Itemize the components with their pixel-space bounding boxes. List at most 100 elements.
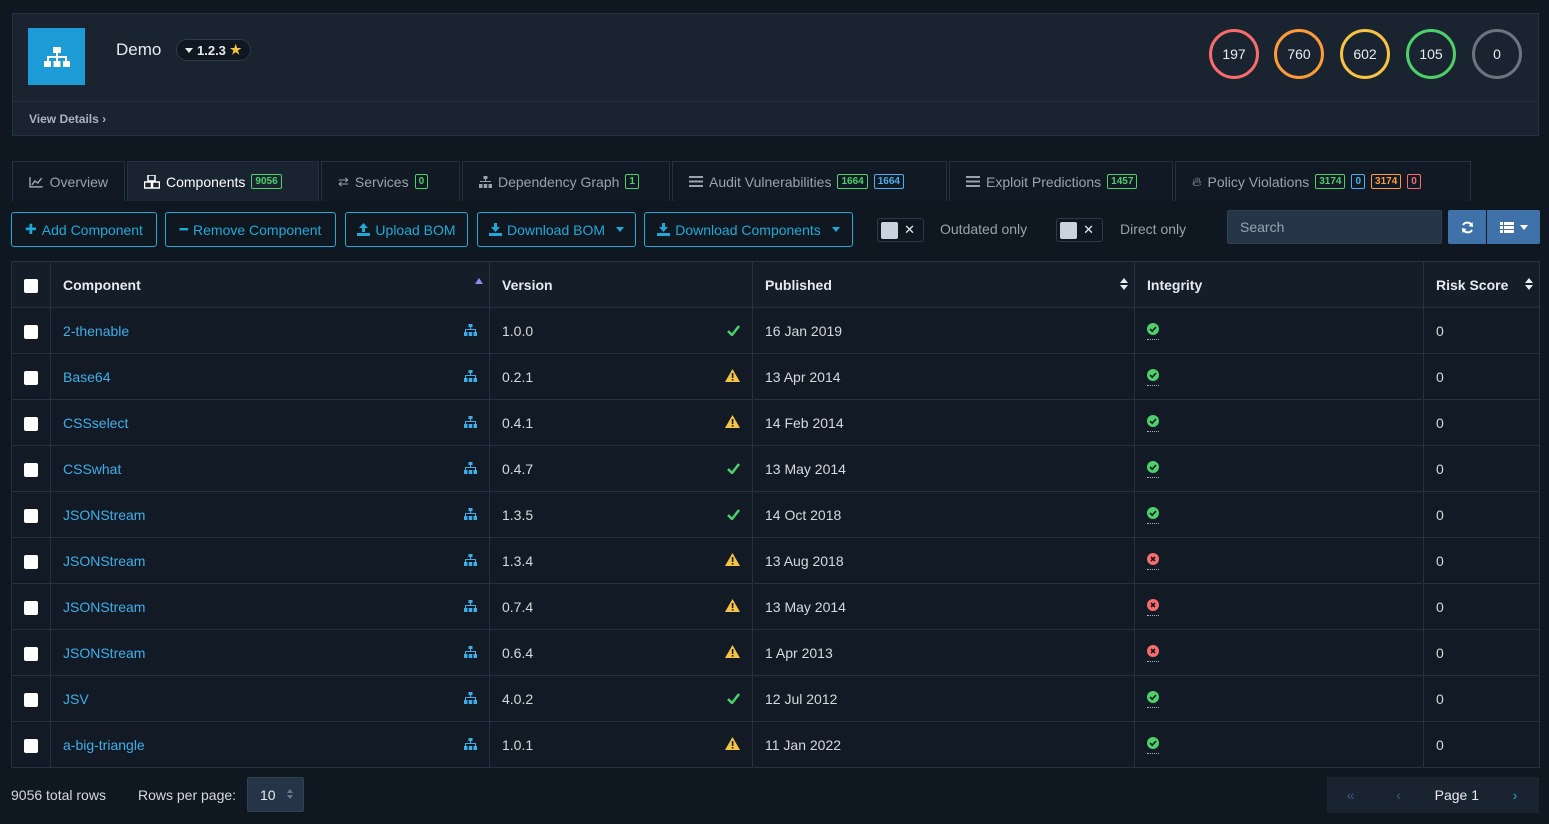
project-logo — [28, 28, 85, 85]
row-checkbox[interactable] — [24, 692, 38, 707]
version-cell: 1.3.5 — [489, 491, 753, 538]
rows-per-page-select[interactable]: 10 — [247, 777, 304, 812]
row-checkbox[interactable] — [24, 508, 38, 523]
dependency-graph-icon[interactable] — [464, 737, 477, 753]
tab-policy-violations[interactable]: 🔥︎ Policy Violations 3174 0 3174 0 — [1175, 161, 1471, 201]
risk-score-cell: 0 — [1423, 353, 1540, 400]
component-cell: JSONStream — [50, 629, 490, 676]
select-arrows-icon — [287, 789, 293, 799]
risk-score-value: 0 — [1436, 460, 1444, 477]
dependency-graph-icon[interactable] — [464, 415, 477, 431]
integrity-ok-icon — [1147, 460, 1411, 478]
risk-score-cell: 0 — [1423, 629, 1540, 676]
component-name-link[interactable]: JSONStream — [63, 506, 146, 523]
component-name-link[interactable]: JSV — [63, 690, 89, 707]
dependency-graph-icon[interactable] — [464, 323, 477, 339]
published-date: 13 May 2014 — [765, 598, 846, 615]
next-page-button[interactable]: › — [1491, 777, 1539, 813]
row-checkbox[interactable] — [24, 738, 38, 753]
policy-info-badge: 0 — [1351, 174, 1366, 189]
download-bom-button[interactable]: Download BOM — [477, 212, 636, 247]
risk-score-cell: 0 — [1423, 399, 1540, 446]
dependency-graph-icon[interactable] — [464, 553, 477, 569]
integrity-cell — [1134, 399, 1424, 446]
view-details-link[interactable]: View Details › — [29, 112, 107, 126]
table-row: JSONStream 0.7.4 13 May 2014 0 — [11, 583, 1540, 630]
component-name-link[interactable]: 2-thenable — [63, 322, 130, 339]
remove-component-button[interactable]: ━ Remove Component — [165, 212, 336, 247]
tab-components[interactable]: Components 9056 — [127, 161, 319, 201]
direct-only-toggle[interactable]: ✕ — [1056, 218, 1103, 242]
row-checkbox[interactable] — [24, 416, 38, 431]
published-date: 12 Jul 2012 — [765, 690, 838, 707]
first-page-button[interactable]: « — [1326, 777, 1375, 813]
row-checkbox[interactable] — [24, 324, 38, 339]
search-input[interactable] — [1227, 210, 1442, 244]
version-value: 0.7.4 — [502, 598, 534, 615]
risk-score-value: 0 — [1436, 644, 1444, 661]
upload-bom-button[interactable]: Upload BOM — [345, 212, 468, 247]
risk-score-cell: 0 — [1423, 537, 1540, 584]
integrity-cell — [1134, 629, 1424, 676]
table-row: CSSwhat 0.4.7 13 May 2014 0 — [11, 445, 1540, 492]
column-header-component[interactable]: Component — [50, 261, 490, 308]
tab-services[interactable]: ⇄ Services 0 — [321, 161, 460, 201]
row-checkbox[interactable] — [24, 646, 38, 661]
dependency-graph-icon[interactable] — [464, 599, 477, 615]
column-header-risk-score[interactable]: Risk Score — [1423, 261, 1540, 308]
dependency-graph-icon[interactable] — [464, 645, 477, 661]
row-select-cell — [11, 583, 51, 630]
version-cell: 1.0.0 — [489, 307, 753, 354]
component-name-link[interactable]: JSONStream — [63, 552, 146, 569]
refresh-button[interactable] — [1448, 210, 1486, 244]
component-name-link[interactable]: CSSwhat — [63, 460, 122, 477]
download-icon — [488, 223, 502, 236]
component-name-link[interactable]: JSONStream — [63, 644, 146, 661]
version-cell: 1.0.1 — [489, 721, 753, 768]
row-select-cell — [11, 399, 51, 446]
published-cell: 12 Jul 2012 — [752, 675, 1135, 722]
version-selector[interactable]: 1.2.3 ★ — [176, 39, 251, 61]
policy-warn-badge: 3174 — [1371, 174, 1402, 189]
component-name-link[interactable]: Base64 — [63, 368, 111, 385]
columns-toggle-button[interactable] — [1487, 210, 1540, 244]
select-all-cell — [11, 261, 51, 308]
component-name-link[interactable]: CSSselect — [63, 414, 129, 431]
component-name-link[interactable]: JSONStream — [63, 598, 146, 615]
component-cell: JSONStream — [50, 491, 490, 538]
row-select-cell — [11, 307, 51, 354]
previous-page-button[interactable]: ‹ — [1374, 777, 1423, 813]
component-name-link[interactable]: a-big-triangle — [63, 736, 145, 753]
tab-audit-vulnerabilities[interactable]: Audit Vulnerabilities 1664 1664 — [672, 161, 947, 201]
dependency-graph-icon[interactable] — [464, 691, 477, 707]
risk-score-value: 0 — [1436, 322, 1444, 339]
tab-exploit-predictions[interactable]: Exploit Predictions 1457 — [949, 161, 1173, 201]
integrity-fail-icon — [1147, 598, 1411, 616]
tab-dependency-graph[interactable]: Dependency Graph 1 — [462, 161, 670, 201]
published-date: 11 Jan 2022 — [765, 736, 842, 753]
dependency-graph-icon[interactable] — [464, 461, 477, 477]
row-checkbox[interactable] — [24, 462, 38, 477]
version-value: 1.3.4 — [502, 552, 534, 569]
column-header-published[interactable]: Published — [752, 261, 1135, 308]
integrity-ok-icon — [1147, 368, 1411, 386]
row-checkbox[interactable] — [24, 370, 38, 385]
risk-score-value: 0 — [1436, 552, 1444, 569]
component-cell: JSONStream — [50, 537, 490, 584]
dependency-graph-icon[interactable] — [464, 369, 477, 385]
audit-total-badge: 1664 — [873, 174, 904, 189]
published-cell: 11 Jan 2022 — [752, 721, 1135, 768]
row-checkbox[interactable] — [24, 554, 38, 569]
published-date: 14 Oct 2018 — [765, 506, 842, 523]
audit-unsuppressed-badge: 1664 — [837, 174, 868, 189]
dependency-graph-icon[interactable] — [464, 507, 477, 523]
row-checkbox[interactable] — [24, 600, 38, 615]
outdated-only-toggle[interactable]: ✕ — [877, 218, 924, 242]
download-components-button[interactable]: Download Components — [644, 212, 853, 247]
current-page-label: Page 1 — [1422, 777, 1491, 813]
version-value: 0.4.1 — [502, 414, 534, 431]
add-component-button[interactable]: ✚ Add Component — [11, 212, 157, 247]
project-header-card: Demo 1.2.3 ★ 197 760 602 105 0 View Deta… — [12, 13, 1539, 136]
select-all-checkbox[interactable] — [24, 278, 38, 293]
tab-overview[interactable]: Overview — [12, 161, 125, 201]
